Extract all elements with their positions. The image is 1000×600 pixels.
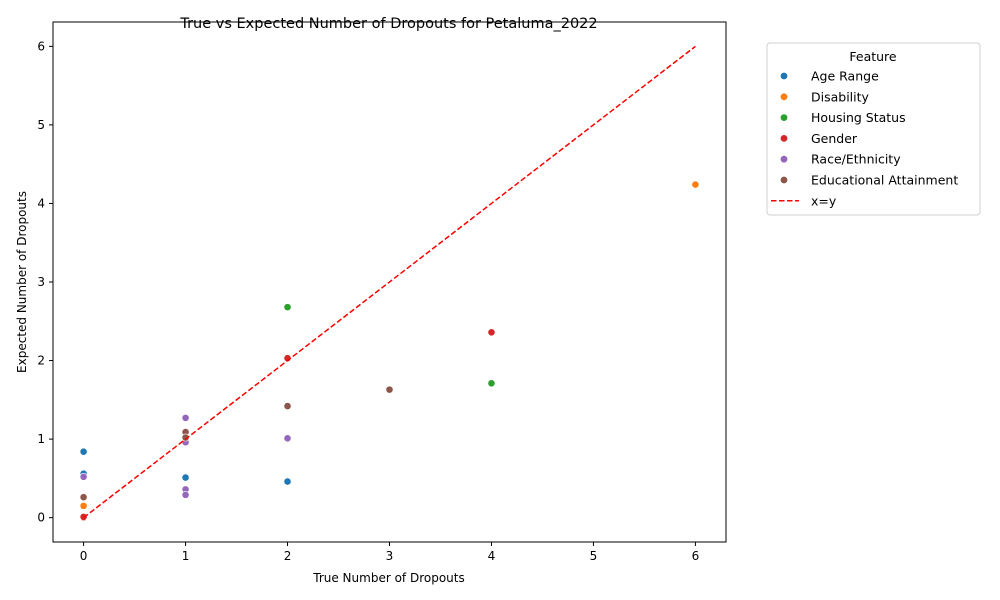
legend-label: Housing Status	[811, 110, 906, 125]
y-tick-label: 3	[37, 275, 45, 289]
data-point-race-ethnicity	[181, 413, 190, 422]
legend-title: Feature	[849, 49, 897, 64]
legend-marker	[780, 72, 788, 80]
data-point-race-ethnicity	[181, 490, 190, 499]
y-axis-label: Expected Number of Dropouts	[15, 191, 29, 373]
plot-area	[79, 45, 700, 522]
data-point-race-ethnicity	[283, 434, 292, 443]
legend-label: Disability	[811, 89, 870, 104]
data-point-disability	[79, 501, 88, 510]
legend-label: Age Range	[811, 69, 879, 84]
x-tick-label: 6	[692, 549, 700, 563]
legend-label: x=y	[811, 193, 837, 208]
data-point-educational-attainment	[79, 493, 88, 502]
data-point-educational-attainment	[181, 433, 190, 442]
x-tick-label: 4	[488, 549, 496, 563]
y-tick-label: 4	[37, 196, 45, 210]
data-point-gender	[487, 328, 496, 337]
y-tick-label: 2	[37, 354, 45, 368]
x-tick-label: 0	[80, 549, 88, 563]
data-point-housing-status	[283, 303, 292, 312]
legend-marker	[780, 176, 788, 184]
legend-marker	[780, 135, 788, 142]
legend-label: Gender	[811, 131, 858, 146]
legend-marker	[780, 155, 788, 163]
legend-frame	[766, 42, 981, 216]
data-point-disability	[691, 180, 700, 189]
data-point-housing-status	[487, 379, 496, 388]
reference-line-x-equals-y	[83, 45, 696, 519]
x-axis-label: True Number of Dropouts	[312, 571, 464, 585]
data-point-educational-attainment	[385, 385, 394, 394]
legend-marker	[780, 114, 788, 121]
y-tick-label: 1	[37, 432, 45, 446]
legend-label: Race/Ethnicity	[811, 152, 901, 167]
x-tick-label: 1	[182, 549, 190, 563]
data-point-educational-attainment	[283, 402, 292, 411]
legend: Feature Age Range Disability Housing Statu…	[766, 42, 981, 216]
x-tick-label: 3	[386, 549, 394, 563]
chart-title: True vs Expected Number of Dropouts for …	[179, 16, 597, 32]
y-tick-label: 5	[37, 118, 45, 132]
legend-marker	[780, 93, 788, 101]
data-point-age-range	[181, 473, 190, 482]
x-tick-label: 2	[284, 549, 292, 563]
data-point-age-range	[283, 477, 292, 486]
x-tick-label: 5	[590, 549, 598, 563]
y-tick-label: 0	[37, 511, 45, 525]
legend-label: Educational Attainment	[811, 173, 958, 188]
data-point-race-ethnicity	[79, 472, 88, 481]
y-tick-label: 6	[37, 39, 45, 53]
data-point-age-range	[79, 447, 88, 456]
